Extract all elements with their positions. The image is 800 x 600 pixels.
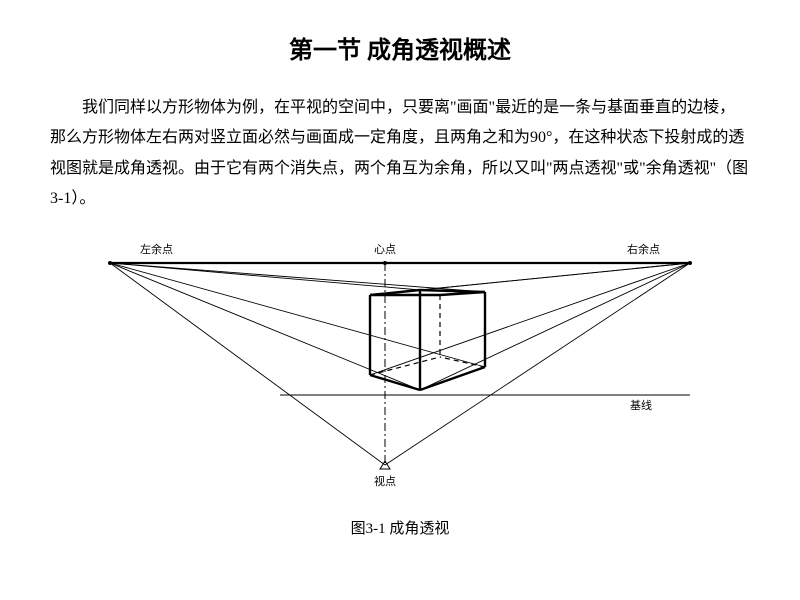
svg-text:基线: 基线 xyxy=(630,398,652,412)
body-paragraph: 我们同样以方形物体为例，在平视的空间中，只要离"画面"最近的是一条与基面垂直的边… xyxy=(50,93,750,215)
figure-caption: 图3-1 成角透视 xyxy=(50,517,750,538)
perspective-diagram: 左余点 心点 右余点基线视点 xyxy=(90,235,710,495)
diagram-container: 左余点 心点 右余点基线视点 xyxy=(50,235,750,495)
svg-text:心点: 心点 xyxy=(374,243,396,256)
svg-text:视点: 视点 xyxy=(374,474,396,488)
section-title: 第一节 成角透视概述 xyxy=(50,30,750,65)
svg-text:左余点: 左余点 xyxy=(140,242,173,256)
svg-text:右余点: 右余点 xyxy=(627,242,660,256)
